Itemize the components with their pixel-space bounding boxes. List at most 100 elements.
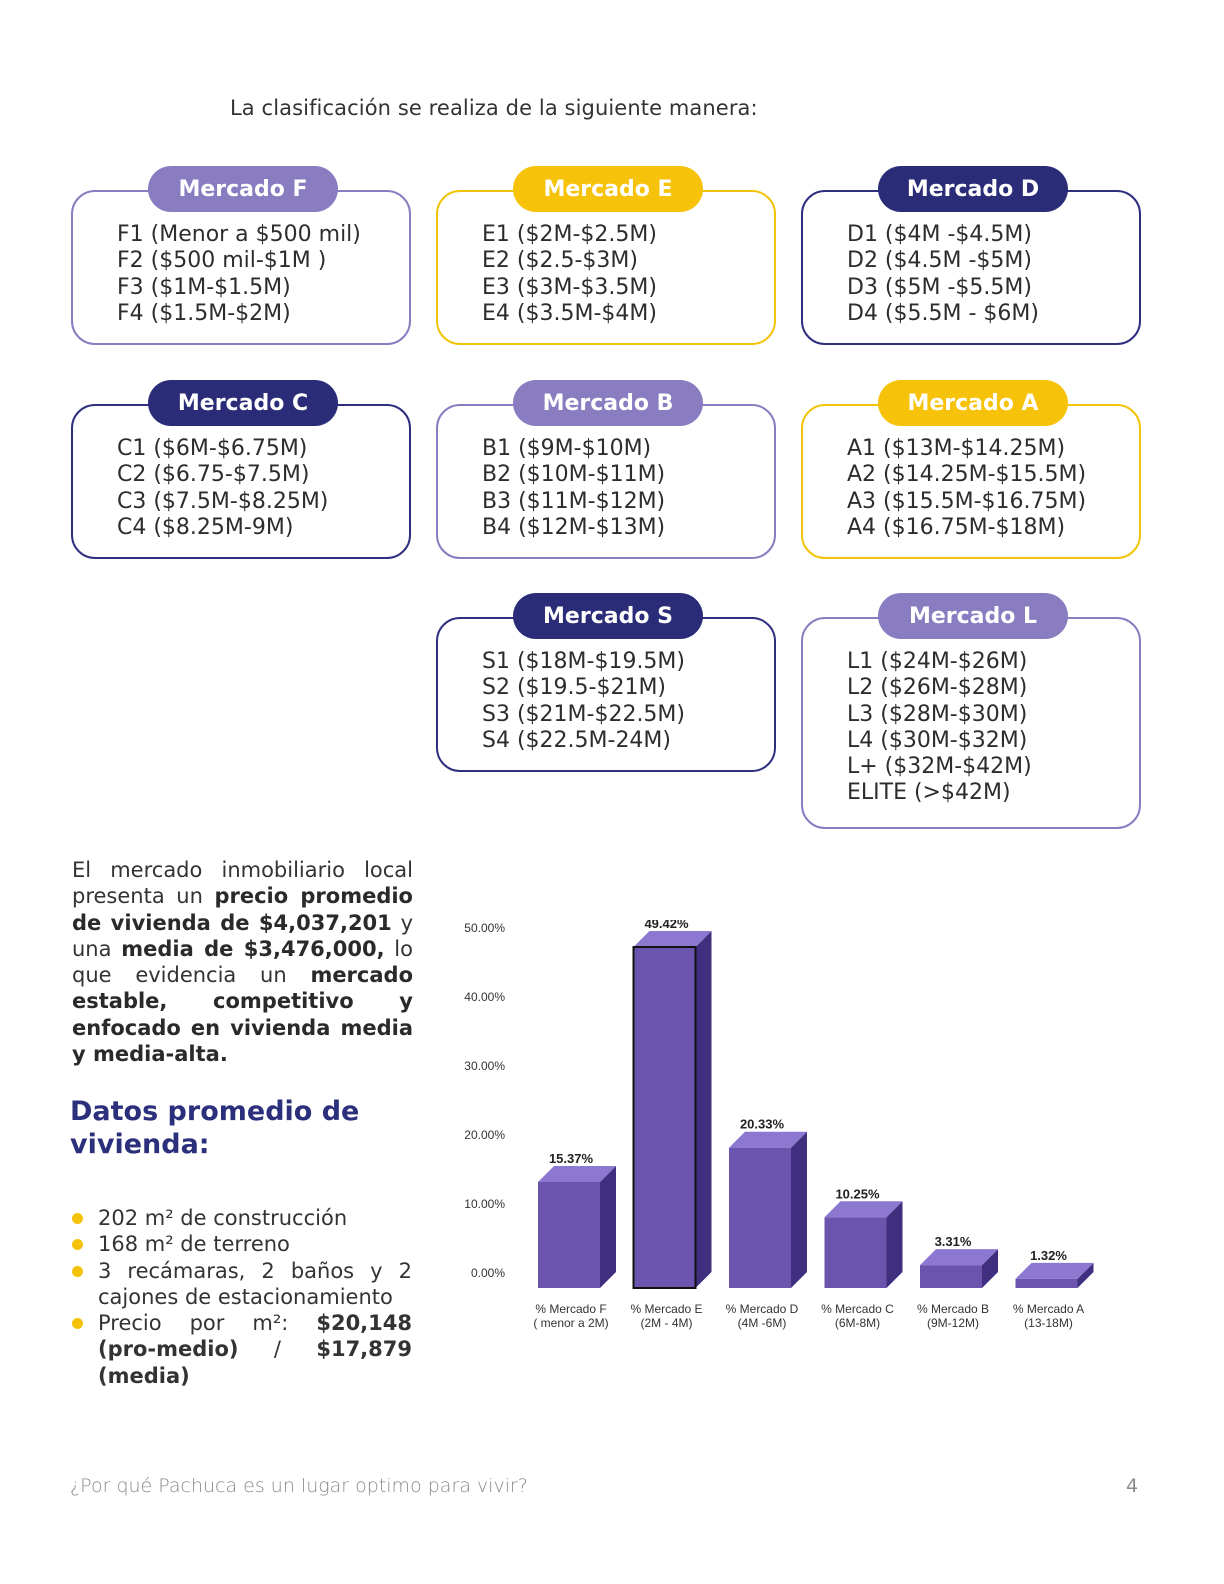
bar-value-label: 3.31% (935, 1234, 972, 1249)
bar-side (695, 931, 712, 1288)
market-item: D1 ($4M -$4.5M) (847, 222, 1032, 247)
market-item: S1 ($18M-$19.5M) (482, 649, 685, 674)
market-item: E1 ($2M-$2.5M) (482, 222, 657, 247)
bar-top (729, 1131, 807, 1148)
market-item: L+ ($32M-$42M) (847, 754, 1032, 780)
market-item: F3 ($1M-$1.5M) (117, 274, 291, 300)
market-item: E3 ($3M-$3.5M) (482, 274, 657, 300)
market-item: A3 ($15.5M-$16.75M) (847, 488, 1087, 514)
list-item-text: / (238, 1337, 317, 1362)
market-item: D4 ($5.5M - $6M) (847, 300, 1039, 326)
bar-side (791, 1131, 807, 1288)
market-share-bar-chart: 0.00% 10.00% 20.00% 30.00% 40.00% 50.00% 15.37… (464, 920, 1094, 1330)
paragraph-bold: precio promedio de vivienda de $4,037,20… (72, 884, 413, 935)
market-items: E1 ($2M-$2.5M) E2 ($2.5-$3M) E3 ($3M-$3.… (482, 222, 657, 327)
market-item: B2 ($10M-$11M) (482, 462, 666, 488)
bar-side (982, 1249, 998, 1288)
list-item: 3 recámaras, 2 baños y 2 cajones de esta… (72, 1258, 412, 1311)
bar-top (538, 1165, 616, 1182)
footer-title: ¿Por qué Pachuca es un lugar optimo para… (70, 1475, 528, 1497)
y-tick-label: 0.00% (471, 1266, 505, 1280)
market-item: F4 ($1.5M-$2M) (117, 300, 291, 326)
market-item: B3 ($11M-$12M) (482, 488, 666, 514)
market-item: L2 ($26M-$28M) (847, 675, 1028, 701)
market-item: C4 ($8.25M-9M) (117, 514, 294, 540)
section-heading: Datos promedio de vivienda: (70, 1096, 360, 1160)
market-items: S1 ($18M-$19.5M) S2 ($19.5-$21M) S3 ($21… (482, 649, 685, 754)
market-item: D3 ($5M -$5.5M) (847, 274, 1032, 300)
bar (920, 1265, 982, 1288)
market-item: L3 ($28M-$30M) (847, 701, 1028, 727)
market-item: C3 ($7.5M-$8.25M) (117, 488, 329, 514)
market-item: D2 ($4.5M -$5M) (847, 248, 1032, 274)
market-item: L4 ($30M-$32M) (847, 727, 1028, 753)
market-item: B4 ($12M-$13M) (482, 514, 666, 540)
x-tick-label: (9M-12M) (927, 1316, 979, 1330)
y-tick-label: 50.00% (464, 921, 505, 935)
y-tick-label: 20.00% (464, 1128, 505, 1142)
bar-value-label: 20.33% (740, 1117, 785, 1132)
list-item-text: 3 recámaras, 2 baños y 2 cajones de esta… (98, 1258, 412, 1309)
market-item: B1 ($9M-$10M) (482, 436, 652, 461)
bullet-dot-icon (72, 1239, 83, 1251)
market-item: L1 ($24M-$26M) (847, 649, 1028, 674)
bar (729, 1147, 791, 1288)
bar-top (633, 931, 712, 948)
market-item: A4 ($16.75M-$18M) (847, 514, 1066, 540)
bar (1015, 1278, 1078, 1288)
market-summary-paragraph: El mercado inmobiliario local presenta u… (72, 857, 413, 1067)
market-card-e: Mercado E E1 ($2M-$2.5M) E2 ($2.5-$3M) E… (436, 166, 776, 345)
market-card-a: Mercado A A1 ($13M-$14.25M) A2 ($14.25M-… (801, 380, 1141, 559)
list-item: Precio por m²: $20,148 (pro-medio) / $17… (72, 1310, 412, 1389)
market-items: L1 ($24M-$26M) L2 ($26M-$28M) L3 ($28M-$… (847, 649, 1032, 807)
y-tick-label: 10.00% (464, 1197, 505, 1211)
bar-side (886, 1201, 903, 1288)
market-title: Mercado E (513, 166, 703, 212)
market-card-d: Mercado D D1 ($4M -$4.5M) D2 ($4.5M -$5M… (801, 166, 1141, 345)
bullet-dot-icon (72, 1318, 83, 1330)
market-items: F1 (Menor a $500 mil) F2 ($500 mil-$1M )… (117, 222, 361, 327)
x-tick-label: (6M-8M) (835, 1316, 880, 1330)
page-number: 4 (1126, 1475, 1139, 1497)
x-tick-label: % Mercado A (1013, 1302, 1084, 1316)
bar-top (920, 1249, 998, 1266)
market-item: C2 ($6.75-$7.5M) (117, 462, 310, 488)
x-tick-label: ( menor a 2M) (533, 1316, 608, 1330)
bar (632, 946, 697, 1289)
list-item-text: 168 m² de terreno (98, 1232, 290, 1257)
market-item: ELITE (>$42M) (847, 780, 1011, 806)
bar-side (600, 1165, 616, 1288)
market-items: D1 ($4M -$4.5M) D2 ($4.5M -$5M) D3 ($5M … (847, 222, 1039, 327)
market-card-c: Mercado C C1 ($6M-$6.75M) C2 ($6.75-$7.5… (71, 380, 411, 559)
list-item: 202 m² de construcción (72, 1205, 412, 1231)
market-item: A1 ($13M-$14.25M) (847, 436, 1066, 461)
market-title: Mercado L (878, 593, 1068, 639)
x-tick-label: % Mercado B (917, 1302, 989, 1316)
market-items: B1 ($9M-$10M) B2 ($10M-$11M) B3 ($11M-$1… (482, 436, 665, 541)
x-tick-label: % Mercado C (821, 1302, 894, 1316)
market-title: Mercado S (513, 593, 703, 639)
bar-value-label: 1.32% (1030, 1248, 1067, 1263)
market-item: E2 ($2.5-$3M) (482, 248, 638, 274)
market-item: S4 ($22.5M-24M) (482, 727, 671, 753)
paragraph-text: y una (72, 910, 413, 961)
market-items: A1 ($13M-$14.25M) A2 ($14.25M-$15.5M) A3… (847, 436, 1086, 541)
y-tick-label: 40.00% (464, 990, 505, 1004)
x-tick-label: % Mercado F (535, 1302, 606, 1316)
paragraph-text: lo que evidencia un (72, 936, 413, 988)
market-title: Mercado B (513, 380, 703, 426)
bar (824, 1217, 887, 1288)
list-item-text: Precio por m²: (98, 1311, 317, 1336)
list-item-bold: $17,879 (media) (98, 1337, 412, 1388)
market-title: Mercado D (878, 166, 1068, 212)
market-card-f: Mercado F F1 (Menor a $500 mil) F2 ($500… (71, 166, 411, 345)
bullet-dot-icon (72, 1265, 83, 1277)
market-title: Mercado F (148, 166, 338, 212)
paragraph-bold: mercado estable, competitivo y enfocado … (72, 963, 413, 1067)
x-tick-label: (2M - 4M) (641, 1316, 693, 1330)
intro-text: La clasificación se realiza de la siguie… (230, 96, 758, 120)
market-title: Mercado C (148, 380, 338, 426)
bullet-dot-icon (72, 1213, 83, 1224)
market-items: C1 ($6M-$6.75M) C2 ($6.75-$7.5M) C3 ($7.… (117, 436, 328, 541)
housing-data-list: 202 m² de construcción 168 m² de terreno… (72, 1205, 412, 1389)
